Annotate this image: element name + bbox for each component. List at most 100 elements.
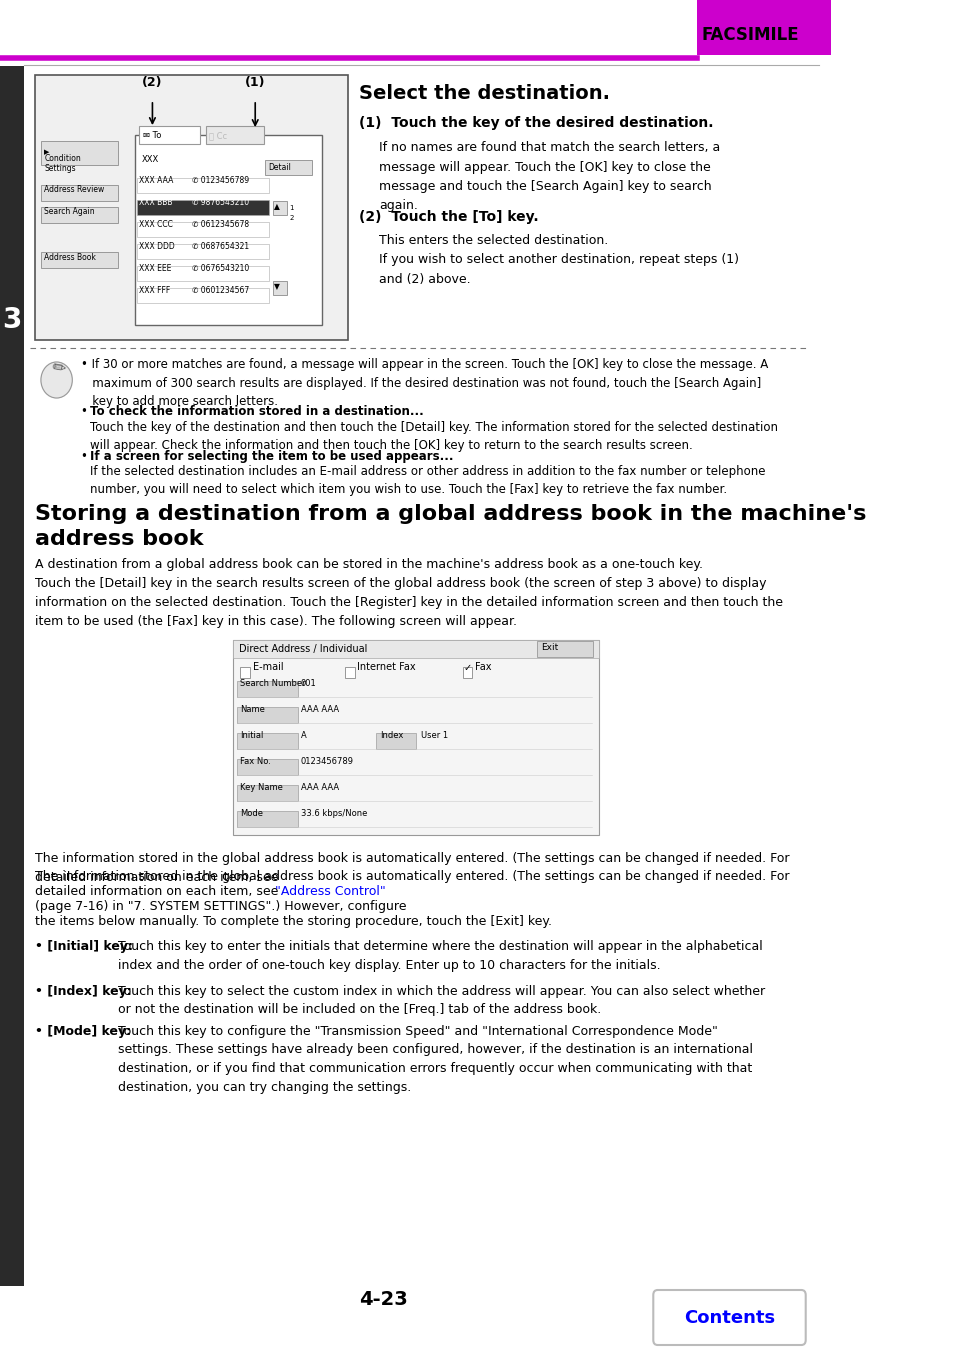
Text: ▲: ▲ bbox=[274, 203, 279, 211]
Text: Touch this key to enter the initials that determine where the destination will a: Touch this key to enter the initials tha… bbox=[117, 940, 761, 971]
Text: Touch this key to select the custom index in which the address will appear. You : Touch this key to select the custom inde… bbox=[117, 985, 764, 1016]
Text: Select the destination.: Select the destination. bbox=[358, 84, 609, 103]
Text: Condition
Settings: Condition Settings bbox=[45, 154, 81, 173]
Text: the items below manually. To complete the storing procedure, touch the [Exit] ke: the items below manually. To complete th… bbox=[35, 915, 551, 928]
FancyBboxPatch shape bbox=[273, 281, 286, 295]
FancyBboxPatch shape bbox=[236, 785, 297, 801]
Text: A destination from a global address book can be stored in the machine's address : A destination from a global address book… bbox=[35, 558, 782, 628]
Text: Contents: Contents bbox=[683, 1309, 775, 1327]
Text: XXX DDD: XXX DDD bbox=[139, 242, 175, 251]
Text: User 1: User 1 bbox=[420, 731, 447, 740]
Text: ✆ 0612345678: ✆ 0612345678 bbox=[192, 220, 249, 230]
Text: 0123456789: 0123456789 bbox=[300, 757, 354, 766]
Text: • [Mode] key:: • [Mode] key: bbox=[35, 1025, 131, 1038]
Text: XXX EEE: XXX EEE bbox=[139, 263, 172, 273]
FancyBboxPatch shape bbox=[41, 141, 118, 165]
Text: If a screen for selecting the item to be used appears...: If a screen for selecting the item to be… bbox=[90, 450, 453, 463]
FancyBboxPatch shape bbox=[653, 1290, 805, 1346]
Text: If no names are found that match the search letters, a
message will appear. Touc: If no names are found that match the sea… bbox=[378, 141, 720, 212]
Text: Index: Index bbox=[379, 731, 403, 740]
Text: Direct Address / Individual: Direct Address / Individual bbox=[238, 644, 367, 654]
FancyBboxPatch shape bbox=[537, 640, 593, 657]
Text: • [Initial] key:: • [Initial] key: bbox=[35, 940, 132, 952]
Text: The information stored in the global address book is automatically entered. (The: The information stored in the global add… bbox=[35, 870, 788, 884]
Text: (page 7-16) in "7. SYSTEM SETTINGS".) However, configure: (page 7-16) in "7. SYSTEM SETTINGS".) Ho… bbox=[35, 900, 406, 913]
Text: ✏: ✏ bbox=[51, 358, 68, 378]
Text: 📷 Cc: 📷 Cc bbox=[209, 131, 227, 141]
Text: Touch this key to configure the "Transmission Speed" and "International Correspo: Touch this key to configure the "Transmi… bbox=[117, 1025, 752, 1093]
FancyBboxPatch shape bbox=[136, 200, 269, 215]
Text: ✆ 0123456789: ✆ 0123456789 bbox=[192, 176, 249, 185]
Text: "Address Control": "Address Control" bbox=[275, 885, 386, 898]
FancyBboxPatch shape bbox=[236, 681, 297, 697]
Text: XXX AAA: XXX AAA bbox=[139, 176, 173, 185]
Text: Fax: Fax bbox=[475, 662, 491, 671]
Text: 1: 1 bbox=[289, 205, 294, 211]
Text: The information stored in the global address book is automatically entered. (The: The information stored in the global add… bbox=[35, 852, 788, 884]
FancyBboxPatch shape bbox=[136, 222, 269, 236]
Circle shape bbox=[41, 362, 72, 399]
Text: (1)  Touch the key of the desired destination.: (1) Touch the key of the desired destina… bbox=[358, 116, 713, 130]
Text: This enters the selected destination.
If you wish to select another destination,: This enters the selected destination. If… bbox=[378, 234, 739, 286]
Text: (2)  Touch the [To] key.: (2) Touch the [To] key. bbox=[358, 209, 537, 224]
FancyBboxPatch shape bbox=[375, 734, 416, 748]
FancyBboxPatch shape bbox=[41, 253, 118, 267]
Text: Address Review: Address Review bbox=[45, 185, 105, 195]
Text: Internet Fax: Internet Fax bbox=[356, 662, 416, 671]
Text: Key Name: Key Name bbox=[240, 784, 283, 792]
FancyBboxPatch shape bbox=[462, 667, 472, 678]
Text: ✆ 9876543210: ✆ 9876543210 bbox=[192, 199, 249, 207]
Text: • [Index] key:: • [Index] key: bbox=[35, 985, 132, 998]
Text: 2: 2 bbox=[289, 215, 294, 222]
FancyBboxPatch shape bbox=[236, 759, 297, 775]
FancyBboxPatch shape bbox=[135, 135, 322, 326]
FancyBboxPatch shape bbox=[41, 185, 118, 201]
Text: To check the information stored in a destination...: To check the information stored in a des… bbox=[90, 405, 423, 417]
Text: 3: 3 bbox=[3, 305, 22, 334]
Text: XXX CCC: XXX CCC bbox=[139, 220, 173, 230]
Text: • If 30 or more matches are found, a message will appear in the screen. Touch th: • If 30 or more matches are found, a mes… bbox=[81, 358, 767, 408]
Text: Fax No.: Fax No. bbox=[240, 757, 271, 766]
FancyBboxPatch shape bbox=[136, 288, 269, 303]
Text: •: • bbox=[81, 450, 91, 463]
FancyBboxPatch shape bbox=[345, 667, 355, 678]
Text: ✆ 0676543210: ✆ 0676543210 bbox=[192, 263, 249, 273]
Text: ✆ 0687654321: ✆ 0687654321 bbox=[192, 242, 249, 251]
FancyBboxPatch shape bbox=[41, 207, 118, 223]
Bar bbox=[233, 640, 598, 658]
Text: FACSIMILE: FACSIMILE bbox=[700, 26, 798, 45]
Text: detailed information on each item, see: detailed information on each item, see bbox=[35, 885, 282, 898]
Text: Exit: Exit bbox=[540, 643, 558, 653]
FancyBboxPatch shape bbox=[136, 245, 269, 259]
FancyBboxPatch shape bbox=[240, 667, 250, 678]
FancyBboxPatch shape bbox=[236, 811, 297, 827]
Text: XXX: XXX bbox=[142, 155, 159, 163]
FancyBboxPatch shape bbox=[139, 126, 200, 145]
Text: ▶: ▶ bbox=[44, 149, 49, 155]
FancyBboxPatch shape bbox=[236, 734, 297, 748]
Text: AAA AAA: AAA AAA bbox=[300, 705, 338, 713]
FancyBboxPatch shape bbox=[205, 126, 264, 145]
FancyBboxPatch shape bbox=[236, 707, 297, 723]
Text: 33.6 kbps/None: 33.6 kbps/None bbox=[300, 809, 367, 817]
Text: ✓: ✓ bbox=[463, 663, 471, 673]
Text: If the selected destination includes an E-mail address or other address in addit: If the selected destination includes an … bbox=[90, 465, 764, 497]
FancyBboxPatch shape bbox=[136, 266, 269, 281]
FancyBboxPatch shape bbox=[233, 640, 598, 835]
Text: Detail: Detail bbox=[268, 163, 291, 173]
Bar bbox=[696, 0, 830, 55]
Text: E-mail: E-mail bbox=[253, 662, 283, 671]
FancyBboxPatch shape bbox=[35, 76, 348, 340]
Text: (2): (2) bbox=[142, 76, 163, 89]
Text: (1): (1) bbox=[245, 76, 265, 89]
Text: ✆ 0601234567: ✆ 0601234567 bbox=[192, 286, 249, 295]
Text: Mode: Mode bbox=[240, 809, 263, 817]
Text: Name: Name bbox=[240, 705, 265, 713]
Text: 001: 001 bbox=[300, 680, 316, 688]
Text: A: A bbox=[300, 731, 306, 740]
Text: Initial: Initial bbox=[240, 731, 264, 740]
Text: ✉ To: ✉ To bbox=[143, 131, 161, 141]
FancyBboxPatch shape bbox=[273, 201, 286, 215]
Text: 4-23: 4-23 bbox=[358, 1290, 407, 1309]
Text: Search Number: Search Number bbox=[240, 680, 306, 688]
